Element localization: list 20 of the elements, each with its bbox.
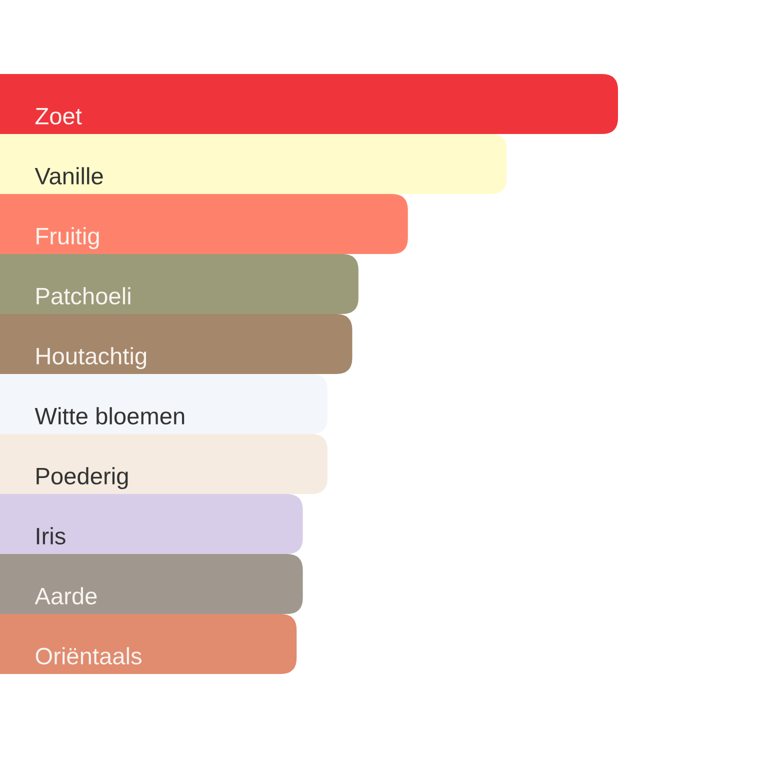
bar bbox=[0, 374, 328, 434]
y-tick-label: Houtachtig bbox=[36, 347, 146, 370]
bar bbox=[0, 494, 303, 554]
bar bbox=[0, 614, 297, 674]
bar bbox=[0, 194, 408, 254]
y-tick-label: Iris bbox=[36, 527, 66, 545]
bar bbox=[0, 434, 328, 494]
bar bbox=[0, 74, 618, 134]
y-tick-label: Fruitig bbox=[36, 227, 99, 250]
y-tick-label: Aarde bbox=[34, 587, 97, 605]
y-tick-label: Zoet bbox=[35, 108, 82, 125]
y-tick-label: Witte bloemen bbox=[34, 407, 184, 425]
y-tick-label: Vanille bbox=[34, 167, 103, 185]
bar bbox=[0, 314, 352, 374]
bar bbox=[0, 554, 303, 614]
bar bbox=[0, 134, 507, 194]
bar bbox=[0, 254, 358, 314]
y-tick-label: Oriëntaals bbox=[36, 647, 142, 665]
y-tick-label: Poederig bbox=[36, 467, 128, 490]
y-tick-label: Patchoeli bbox=[36, 287, 130, 305]
